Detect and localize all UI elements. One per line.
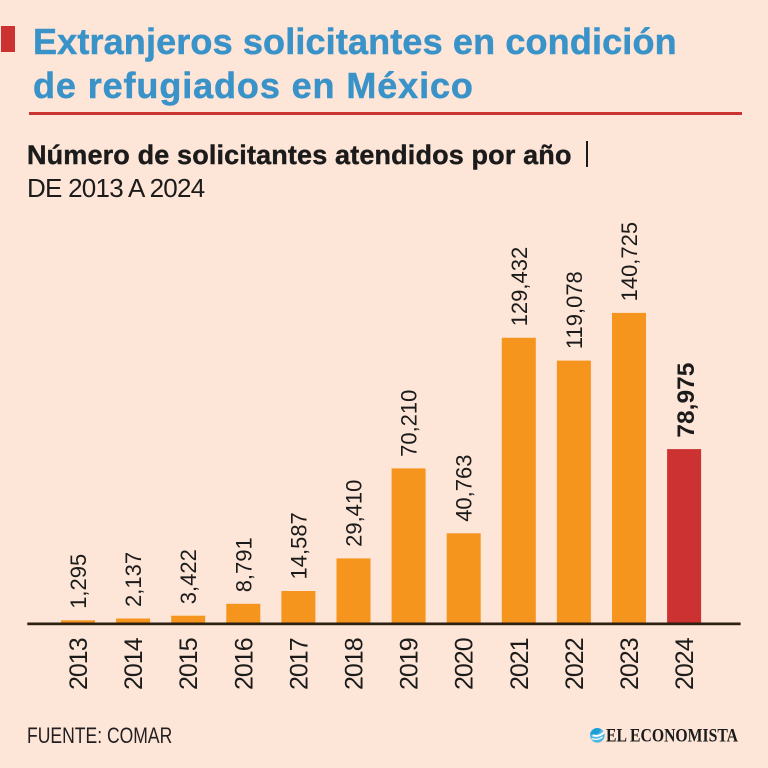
svg-text:2,137: 2,137 [121, 552, 146, 607]
svg-text:2016: 2016 [230, 638, 258, 690]
svg-text:8,791: 8,791 [231, 537, 256, 592]
svg-text:2015: 2015 [175, 638, 203, 690]
svg-text:2013: 2013 [65, 638, 93, 690]
svg-text:2021: 2021 [506, 638, 534, 690]
svg-text:119,078: 119,078 [562, 271, 587, 349]
svg-text:2017: 2017 [285, 638, 313, 690]
svg-text:14,587: 14,587 [286, 512, 311, 579]
svg-text:2014: 2014 [120, 637, 148, 690]
svg-text:3,422: 3,422 [176, 549, 201, 604]
svg-text:1,295: 1,295 [66, 554, 91, 609]
svg-text:78,975: 78,975 [673, 363, 700, 438]
svg-text:2023: 2023 [616, 638, 644, 690]
svg-text:2019: 2019 [396, 638, 424, 690]
svg-text:40,763: 40,763 [452, 455, 477, 522]
svg-text:140,725: 140,725 [617, 222, 642, 302]
svg-text:129,432: 129,432 [507, 247, 532, 327]
svg-text:2022: 2022 [561, 638, 589, 690]
svg-text:EL ECONOMISTA: EL ECONOMISTA [606, 725, 739, 745]
svg-text:2018: 2018 [341, 638, 369, 690]
svg-text:29,410: 29,410 [342, 480, 367, 547]
svg-text:2020: 2020 [451, 638, 479, 690]
svg-text:2024: 2024 [671, 637, 699, 690]
svg-text:70,210: 70,210 [397, 390, 422, 457]
